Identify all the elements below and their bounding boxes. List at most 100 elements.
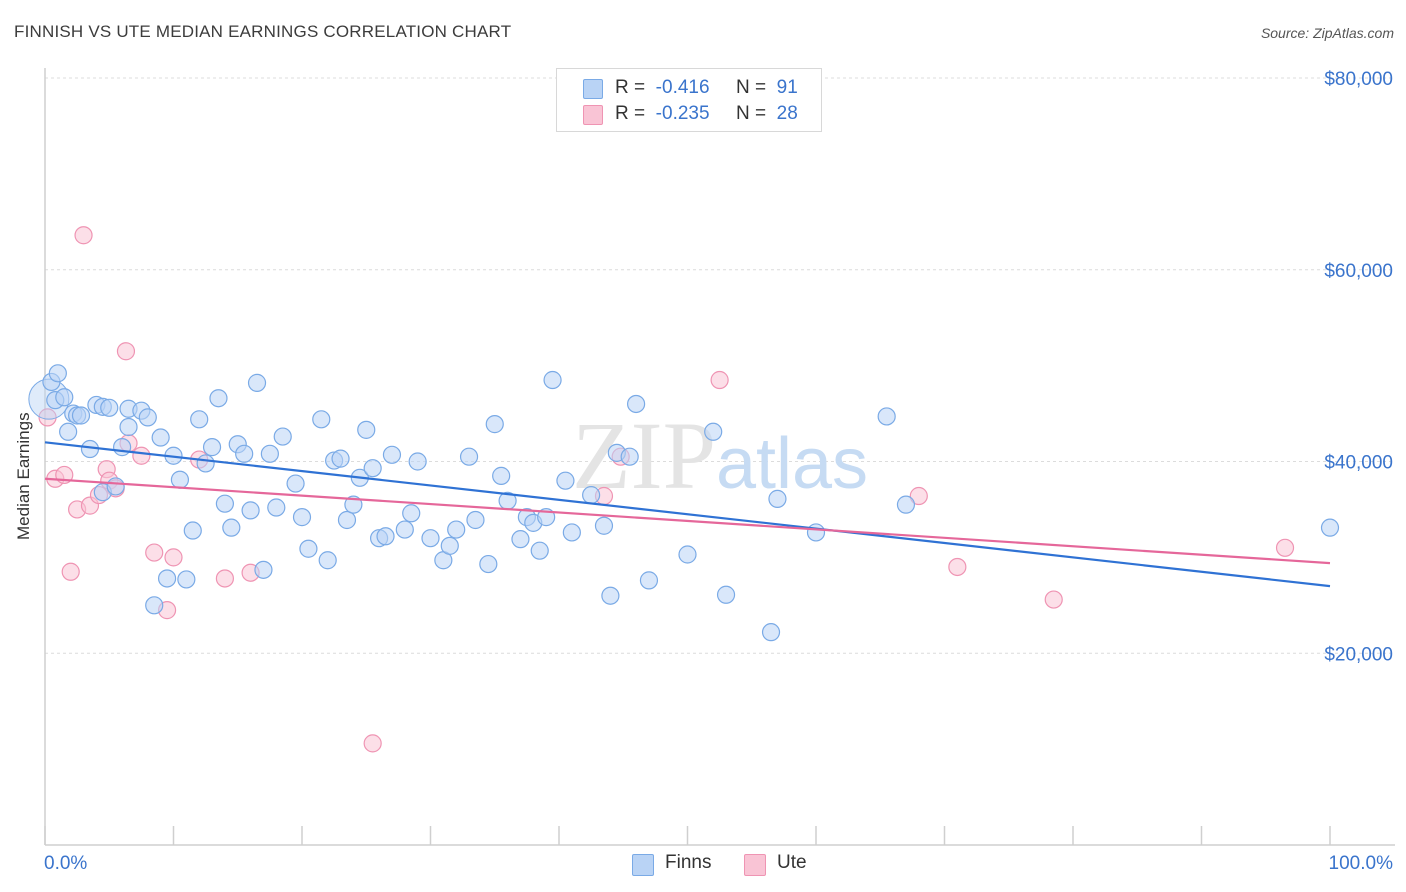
ute-point (164, 548, 183, 567)
ute-point (948, 557, 967, 577)
finns-point (1320, 518, 1340, 537)
finns-point (100, 398, 119, 417)
ute-point (1044, 590, 1063, 609)
y-tick-label: $80,000 (1324, 69, 1393, 90)
ute-swatch (583, 105, 603, 125)
ute-legend-swatch (744, 854, 766, 876)
watermark-atlas: atlas (716, 424, 868, 504)
finns-point (71, 406, 91, 425)
finns-point (267, 498, 286, 517)
x-tick-label: 0.0% (44, 853, 87, 874)
finns-point (382, 445, 402, 464)
finns-point (357, 420, 376, 439)
finns-point (196, 454, 215, 473)
finns-point (543, 370, 562, 390)
finns-point (594, 516, 614, 535)
finns-point (440, 536, 459, 555)
finns-point (55, 388, 74, 407)
axes (44, 68, 1395, 846)
finns-point (639, 571, 659, 590)
y-tick-label: $40,000 (1324, 453, 1393, 474)
ute-point (363, 734, 382, 753)
chart-title: FINNISH VS UTE MEDIAN EARNINGS CORRELATI… (14, 22, 512, 41)
r-value: -0.416 (655, 77, 710, 98)
finns-points (28, 364, 1340, 642)
finns-point (530, 541, 549, 560)
finns-legend-swatch (632, 854, 654, 876)
finns-point (344, 495, 363, 514)
ute-point (145, 543, 164, 562)
ute-point (215, 569, 234, 588)
finns-point (235, 444, 254, 463)
ute-point (116, 342, 136, 361)
finns-point (202, 438, 222, 457)
finns-point (704, 422, 723, 441)
finns-point (190, 410, 209, 429)
finns-point (286, 474, 305, 493)
finns-point (299, 539, 318, 558)
ute-point (61, 562, 80, 581)
finns-point (479, 554, 498, 574)
finns-point (247, 373, 267, 392)
finns-point (447, 520, 466, 539)
finns-point (376, 527, 395, 546)
finns-point (601, 586, 620, 605)
finns-point (119, 417, 138, 437)
finns-point (177, 570, 196, 589)
ute-point (1275, 538, 1295, 557)
finns-point (337, 510, 357, 530)
stats-legend: R = -0.416 N = 91 R = -0.235 N = 28 (556, 68, 822, 132)
y-tick-label: $60,000 (1324, 261, 1393, 282)
finns-point (408, 452, 427, 471)
finns-point (511, 530, 530, 549)
finns-point (402, 504, 421, 523)
ute-point (74, 226, 93, 245)
finns-point (151, 428, 170, 447)
finns-point (716, 585, 736, 604)
ute-point (132, 446, 151, 465)
finns-point (678, 545, 697, 564)
finns-point (222, 518, 241, 537)
tick-labels: $20,000 $40,000 $60,000 $80,000 0.0% 100.0% (44, 69, 1393, 874)
finns-point (59, 422, 78, 441)
finns-point (485, 415, 504, 434)
finns-point (215, 494, 234, 513)
r-value: -0.235 (655, 103, 710, 124)
finns-point (106, 477, 125, 496)
r-label: R = (615, 103, 646, 124)
finns-point (312, 410, 331, 429)
finns-point (896, 495, 916, 514)
finns-point (877, 407, 896, 426)
finns-point (318, 551, 337, 570)
finns-point (209, 389, 228, 408)
r-label: R = (615, 77, 646, 98)
ute-point (710, 370, 729, 390)
finns-point (626, 394, 646, 414)
finns-point (421, 529, 440, 548)
finns-point (768, 489, 787, 508)
legend-text-ute: R = -0.235 N = 28 (615, 103, 798, 125)
finns-point (292, 508, 312, 527)
y-tick-label: $20,000 (1324, 644, 1393, 665)
source-credit: Source: ZipAtlas.com (1260, 25, 1394, 41)
finns-point (556, 471, 575, 490)
x-tick-label: 100.0% (1329, 853, 1394, 874)
n-label: N = (735, 77, 767, 98)
ute-legend-label: Ute (777, 852, 807, 873)
finns-point (620, 447, 639, 466)
n-label: N = (735, 103, 767, 124)
finns-point (183, 521, 202, 540)
finns-legend-label: Finns (665, 852, 712, 873)
finns-point (459, 447, 479, 466)
finns-point (254, 560, 273, 579)
legend-text-finns: R = -0.416 N = 91 (615, 77, 798, 99)
finns-point (761, 623, 781, 642)
finns-point (395, 520, 414, 539)
finns-point (241, 501, 260, 520)
finns-point (492, 466, 511, 485)
finns-point (363, 459, 382, 478)
ute-trend-line (44, 477, 1331, 565)
finns-point (157, 569, 177, 588)
finns-trend-line (44, 441, 1331, 588)
